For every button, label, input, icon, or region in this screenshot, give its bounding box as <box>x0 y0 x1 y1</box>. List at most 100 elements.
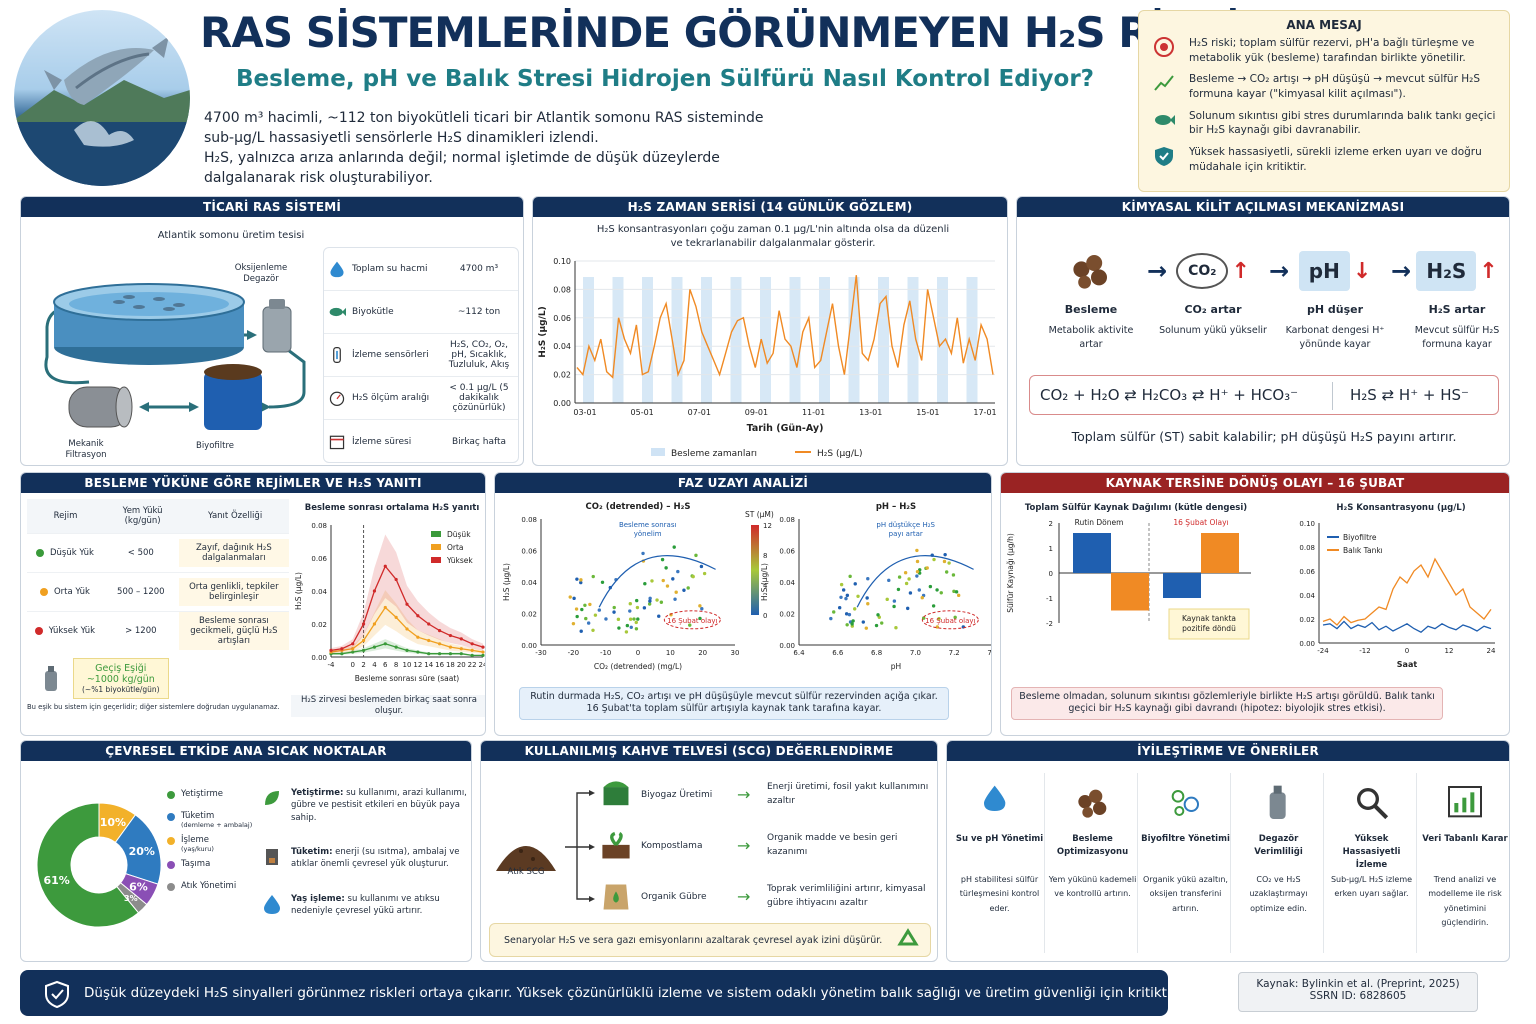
feeding-band <box>612 277 624 403</box>
down-arrow-icon: ↓ <box>1352 258 1372 284</box>
scatter-point <box>847 612 852 617</box>
scatter-point <box>597 608 602 612</box>
page-subtitle: Besleme, pH ve Balık Stresi Hidrojen Sül… <box>235 66 1095 92</box>
data-point <box>427 622 431 626</box>
x-tick-label: 7.0 <box>910 649 921 657</box>
x-tick-label: 09-01 <box>745 408 768 417</box>
regimes-name-cell: Orta Yük <box>27 587 103 597</box>
scatter-point <box>635 605 640 610</box>
regimes-header-cell: Yem Yükü (kg/gün) <box>122 506 163 526</box>
mechanism-panel: KİMYASAL KİLİT AÇILMASI MEKANİZMASI Besl… <box>1016 196 1510 466</box>
scatter-point <box>702 571 707 576</box>
feed-pellets-icon <box>1077 789 1106 818</box>
environment-note: Yaş işleme: su kullanımı ve atıksu neden… <box>261 893 469 918</box>
y-tick-label: 2 <box>1049 520 1053 528</box>
label-biofilter: Biyofiltre <box>195 441 234 451</box>
scg-note-box: Senaryolar H₂S ve sera gazı emisyonların… <box>489 923 931 957</box>
x-tick-label: 8 <box>394 661 398 669</box>
mechanism-steps: Besleme Metabolik aktivite artar → CO₂ ↑ CO₂ … <box>1017 243 1509 363</box>
scg-label: Organik Gübre <box>641 891 707 902</box>
mechanism-graphic: CO₂ ↑ <box>1159 243 1267 299</box>
scatter-point <box>648 596 652 601</box>
data-point <box>383 564 387 568</box>
coffee-grounds-icon <box>496 846 556 871</box>
scg-label: Kompostlama <box>641 840 703 851</box>
scatter-point <box>896 587 901 592</box>
regimes-panel: BESLEME YÜKÜNE GÖRE REJİMLER VE H₂S YANI… <box>20 472 486 736</box>
annotation-line: Besleme sonrası <box>619 521 677 529</box>
recommendation-item: Su ve pH Yönetimi pH stabilitesi sülfür t… <box>955 773 1045 953</box>
threshold-block: Geçiş Eşiği ~1000 kg/gün (~%1 biyokütle/gü… <box>37 658 289 699</box>
legend-dot <box>167 883 175 891</box>
confidence-band <box>331 534 483 653</box>
up-arrow-icon: ↑ <box>1479 258 1498 284</box>
scatter-point <box>866 577 870 581</box>
feeding-band <box>789 277 801 403</box>
key-message-text: H₂S riski; toplam sülfür rezervi, pH'a b… <box>1189 37 1475 64</box>
data-point <box>372 622 377 626</box>
compost-icon <box>602 831 630 858</box>
colorbar <box>751 525 759 615</box>
phase-space-charts: CO₂ (detrended) – H₂S 0.00 0.02 0.04 0.06 0.0… <box>502 502 991 671</box>
scatter-point <box>628 601 632 606</box>
scatter-point <box>616 617 621 622</box>
ras-spec-row: Toplam su hacmi 4700 m³ <box>324 248 518 291</box>
scatter-point <box>624 630 629 634</box>
feed-response-chart: 0.000.020.040.060.08-4 0 2 4 6 8 10 12 14 16 18 20 2… <box>294 522 485 683</box>
bacteria-icon <box>1171 790 1199 816</box>
scatter-point <box>839 582 844 587</box>
recommendation-desc: Organik yükü azaltın, oksijen transferin… <box>1143 875 1228 913</box>
legend-label: İşleme <box>181 835 210 845</box>
recommendation-head: Yüksek Hassasiyetli İzleme <box>1342 834 1401 870</box>
scatter-point <box>832 610 836 614</box>
x-tick-label: 7.2 <box>949 649 960 657</box>
regimes-row: Orta Yük 500 – 1200 Orta genlikli, tepkile… <box>27 572 289 611</box>
scatter-point <box>845 593 850 598</box>
data-point <box>351 642 355 646</box>
recommendation-item: Besleme Optimizasyonu Yem yükünü kademeli… <box>1048 773 1138 953</box>
scatter-point <box>944 570 949 574</box>
phase-subchart-title: CO₂ (detrended) – H₂S <box>586 502 691 512</box>
scatter-point <box>848 574 852 579</box>
x-tick-label: 0 <box>636 649 640 657</box>
scatter-point <box>655 598 659 602</box>
x-axis-label: Saat <box>1397 660 1418 669</box>
threshold-value: ~1000 kg/gün <box>86 674 155 685</box>
y-axis-label: Sülfür Kaynağı (µg/h) <box>1006 533 1015 613</box>
recommendation-item: Degazör Verimliliği CO₂ ve H₂S uzaklaştır… <box>1234 773 1324 953</box>
scatter-point <box>917 588 921 592</box>
y-tick-label: -2 <box>1046 620 1053 628</box>
x-tick-label: 16 <box>435 661 444 669</box>
x-tick-label: -12 <box>1359 647 1370 655</box>
feeding-band <box>878 277 889 403</box>
ras-spec-value: ~112 ton <box>457 307 501 317</box>
scatter-point <box>864 626 869 630</box>
arrow-icon: → <box>737 887 751 906</box>
sensor-icon <box>333 347 341 363</box>
scatter-point <box>572 596 576 601</box>
scatter-point <box>579 578 583 582</box>
environment-notes: Yetiştirme: su kullanımı, arazi kullanım… <box>261 787 469 939</box>
legend-text: Taşıma <box>181 859 210 869</box>
scatter-point <box>593 613 598 617</box>
key-message-text: Solunum sıkıntısı gibi stres durumlarınd… <box>1189 109 1496 137</box>
reversal-line-title: H₂S Konsantrasyonu (µg/L) <box>1336 503 1466 513</box>
recommendation-graphic <box>1327 773 1416 833</box>
scg-label: Biyogaz Üretimi <box>641 789 713 800</box>
x-tick-label: 0 <box>350 661 354 669</box>
mechanism-graphic: H₂S ↑ <box>1403 243 1509 299</box>
scatter-point <box>661 578 665 583</box>
recommendation-desc: Trend analizi ve modelleme ile risk yöne… <box>1428 875 1502 928</box>
colorbar-tick: 8 <box>763 552 767 560</box>
step-arrow-icon: → <box>1391 257 1412 285</box>
x-tick-label: 07-01 <box>688 408 711 417</box>
concentration-line <box>1322 557 1492 626</box>
recommendation-head: Biyofiltre Yönetimi <box>1141 834 1230 844</box>
ras-spec-label: İzleme sensörleri <box>352 350 429 360</box>
scatter-point <box>591 628 595 632</box>
environment-legend: Yetiştirme Tüketim (demleme + ambalaj) İşle… <box>167 789 267 903</box>
mechanism-step: CO₂ ↑ CO₂ artar Solunum yükü yükselir <box>1159 243 1267 338</box>
x-axis-label: pH <box>891 662 901 671</box>
scatter-point <box>954 590 959 594</box>
ras-caption: Atlantik somonu üretim tesisi <box>157 230 305 241</box>
